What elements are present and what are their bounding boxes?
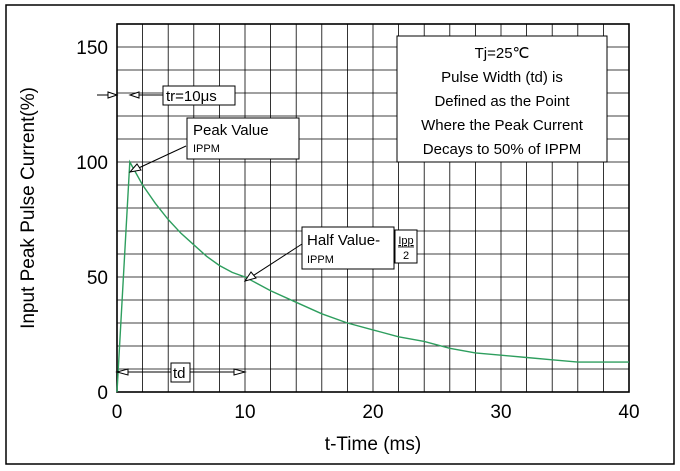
fraction-numerator: Ipp [398,235,413,247]
tr-label-box [162,85,236,106]
x-tick-label: 20 [362,402,383,423]
tr-annotation: tr=10μs [97,85,236,106]
fraction-denominator: 2 [403,250,409,262]
note-line-4: Where the Peak Current [421,117,584,134]
half-pointer-head [243,271,257,282]
half-label-sub: IPPM [307,254,334,266]
plot-border [116,23,630,393]
note-line-2: Pulse Width (td) is [441,69,563,86]
series-line [116,159,629,393]
note-line-3: Defined as the Point [434,93,570,110]
half-value-annotation: Half Value- IPPM Ipp 2 [243,226,418,282]
note-line-5: Decays to 50% of IPPM [423,141,581,158]
y-tick-label: 0 [97,383,108,404]
note-line-1: Tj=25℃ [475,45,530,62]
tr-label: tr=10μs [166,88,217,105]
peak-pointer-head [128,163,142,173]
fraction-box [394,229,418,264]
y-tick-labels: 0 50 100 150 [76,38,108,404]
peak-label-sub: IPPM [193,143,220,155]
tr-arrow-right-head [128,91,140,99]
td-label: td [173,365,186,382]
peak-label-box [186,117,300,160]
tr-arrow-left-head [107,91,119,99]
x-tick-label: 40 [618,402,639,423]
y-tick-label: 150 [76,38,108,59]
half-label-title: Half Value- [307,232,380,249]
td-annotation: td [115,362,247,383]
td-head-right [233,368,247,376]
x-axis-title: t-Time (ms) [325,434,421,455]
x-tick-labels: 0 10 20 30 40 [112,402,640,423]
x-tick-label: 30 [490,402,511,423]
half-pointer-line [244,243,303,282]
half-label-box [301,226,395,270]
y-tick-label: 50 [87,268,108,289]
peak-label-title: Peak Value [193,122,269,139]
td-head-left [115,368,129,376]
x-tick-label: 10 [234,402,255,423]
peak-value-annotation: Peak Value IPPM [128,117,300,173]
y-axis-title: Input Peak Pulse Current(%) [18,87,39,329]
series-layer [116,159,629,393]
y-tick-label: 100 [76,153,108,174]
note-box [396,35,608,163]
conditions-note: Tj=25℃ Pulse Width (td) is Defined as th… [396,35,608,163]
x-tick-label: 0 [112,402,123,423]
